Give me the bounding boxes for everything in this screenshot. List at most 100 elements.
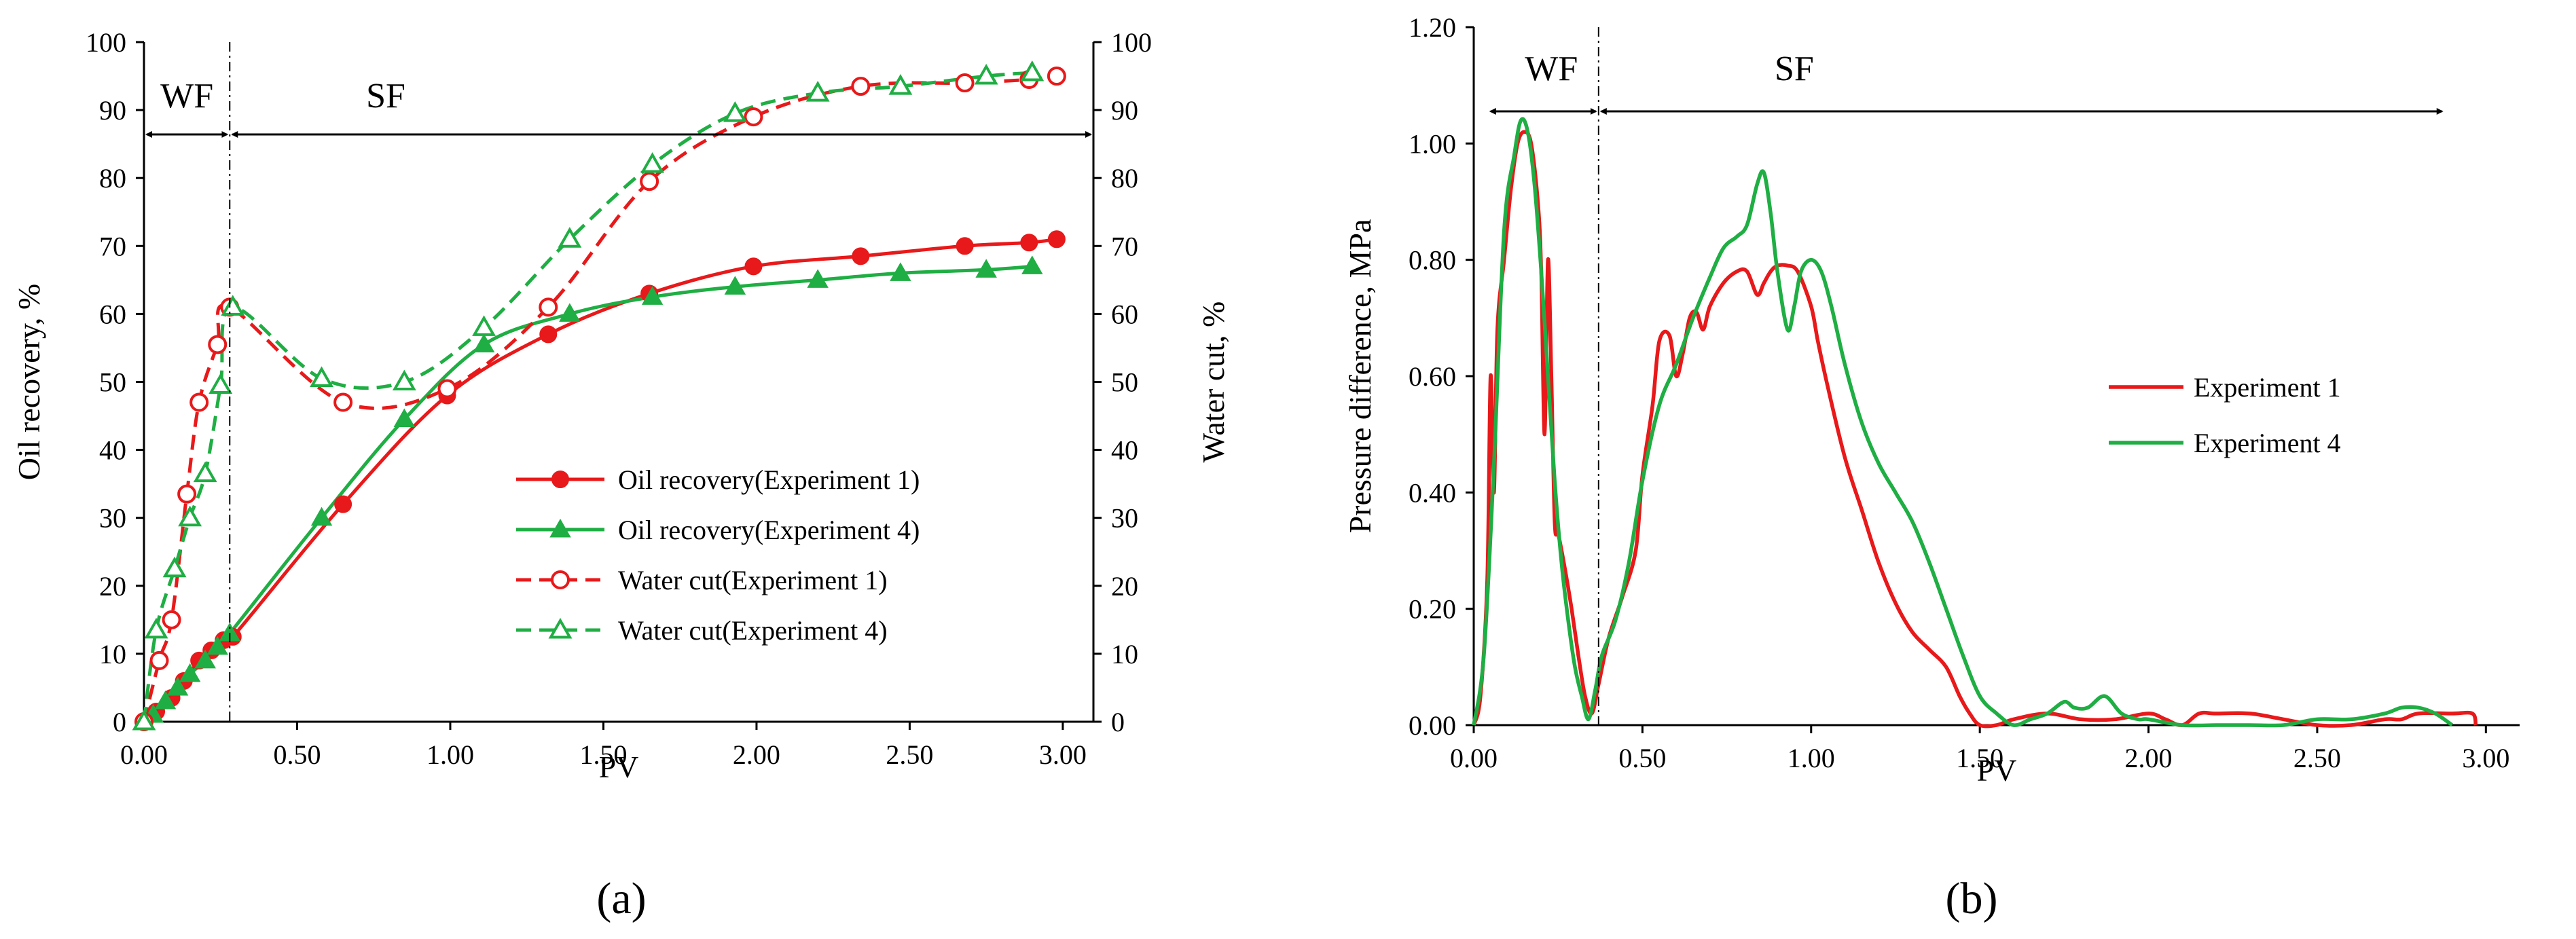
- chart-a-series-lines: [142, 71, 1057, 724]
- data-point-series-3: [162, 610, 181, 629]
- data-point-series-4: [805, 81, 830, 102]
- data-point-series-4: [558, 227, 582, 248]
- data-point-series-4: [974, 64, 998, 85]
- y-tick-label: 60: [99, 299, 126, 329]
- data-point-series-4: [132, 709, 156, 731]
- data-point-series-3: [177, 484, 197, 504]
- data-point-series-4: [193, 461, 217, 483]
- legend-marker-3: [551, 570, 570, 589]
- y-tick-label: 0: [113, 707, 126, 737]
- data-point-series-4: [723, 101, 747, 122]
- legend-marker-1: [551, 471, 569, 488]
- y-tick-label: 70: [99, 231, 126, 261]
- data-point-series-1: [1047, 230, 1066, 248]
- legend-marker-2: [549, 518, 571, 538]
- y2-tick-label: 50: [1111, 367, 1138, 398]
- y-tick-label: 50: [99, 367, 126, 398]
- y2-tick-label: 90: [1111, 95, 1138, 126]
- y2-tick-label: 60: [1111, 299, 1138, 329]
- y-tick-label: 0.80: [1409, 245, 1456, 276]
- data-point-series-2: [166, 676, 189, 696]
- data-point-series-4: [310, 366, 334, 387]
- data-point-series-3: [1047, 67, 1066, 86]
- data-point-series-2: [194, 649, 216, 669]
- y2-tick-label: 30: [1111, 503, 1138, 534]
- data-point-series-1: [334, 495, 352, 513]
- y2-tick-label: 10: [1111, 639, 1138, 669]
- y-tick-label: 40: [99, 435, 126, 466]
- data-point-series-1: [744, 257, 763, 276]
- chart-b: 0.00 0.50 1.00 1.50 2.00 2.50 3.00 0.00 0.20 0.40…: [1343, 12, 2520, 923]
- data-point-series-3: [149, 650, 169, 670]
- y-tick-label: 0.00: [1409, 710, 1456, 741]
- y-tick-label: 1.20: [1409, 12, 1456, 43]
- y-tick-label: 30: [99, 503, 126, 534]
- data-point-series-3: [539, 297, 558, 317]
- y-tick-label: 80: [99, 163, 126, 194]
- x-tick-label: 1.00: [427, 739, 474, 770]
- x-tick-label: 3.00: [2462, 743, 2509, 773]
- data-point-series-2: [473, 333, 495, 352]
- data-point-series-4: [1020, 60, 1045, 81]
- data-point-series-3: [851, 77, 871, 96]
- x-tick-label: 2.00: [2125, 743, 2173, 773]
- sf-label: SF: [1775, 50, 1814, 88]
- x-axis-title: PV: [1977, 753, 2017, 788]
- x-tick-label: 0.50: [1618, 743, 1666, 773]
- data-point-series-4: [208, 373, 233, 394]
- data-point-series-2: [179, 663, 201, 682]
- data-point-series-2: [641, 286, 664, 305]
- x-tick-label: 1.50: [579, 739, 627, 770]
- y-tick-label: 0.20: [1409, 594, 1456, 625]
- x-tick-label: 0.50: [273, 739, 321, 770]
- wf-label: WF: [160, 77, 213, 115]
- x-tick-label: 0.00: [120, 739, 168, 770]
- y2-axis-title: Water cut, %: [1196, 301, 1231, 463]
- data-point-series-3: [437, 379, 457, 399]
- data-point-series-4: [221, 295, 245, 316]
- data-point-series-3: [208, 335, 228, 354]
- data-point-series-2: [1021, 255, 1043, 274]
- y-tick-label: 90: [99, 95, 126, 126]
- chart-a-markers: [132, 60, 1066, 731]
- chart-b-legend: Experiment 1 Experiment 4: [2109, 372, 2341, 458]
- data-point-series-1: [956, 237, 974, 255]
- data-point-series-4: [472, 315, 496, 336]
- y-axis-title: Oil recovery, %: [12, 284, 46, 481]
- legend-label-1: Experiment 1: [2194, 372, 2341, 403]
- y-tick-label: 0.40: [1409, 477, 1456, 508]
- data-point-series-4: [888, 74, 913, 95]
- x-axis-title: PV: [599, 750, 639, 784]
- legend-label-3: Water cut(Experiment 1): [618, 565, 888, 595]
- data-point-series-2: [890, 262, 911, 281]
- legend-label-1: Oil recovery(Experiment 1): [618, 464, 920, 495]
- data-point-series-2: [393, 408, 416, 428]
- y2-tick-label: 80: [1111, 163, 1138, 194]
- data-point-series-4: [178, 505, 202, 527]
- series-line-4: [142, 71, 1032, 722]
- data-point-series-3: [955, 73, 975, 93]
- data-point-series-4: [392, 369, 416, 390]
- y-tick-label: 10: [99, 639, 126, 669]
- sf-label: SF: [366, 77, 405, 115]
- data-point-series-4: [144, 617, 168, 639]
- data-point-series-1: [1020, 234, 1038, 252]
- y2-tick-label: 40: [1111, 435, 1138, 466]
- data-point-series-2: [807, 269, 829, 288]
- legend-marker-4: [548, 617, 573, 639]
- chart-a-legend: Oil recovery(Experiment 1) Oil recovery(E…: [516, 464, 920, 646]
- data-point-series-2: [206, 636, 228, 655]
- data-point-series-2: [975, 259, 997, 278]
- x-tick-label: 1.50: [1956, 743, 2003, 773]
- chart-b-series-lines: [1472, 117, 2478, 729]
- chart-a-axes: 0.00 0.50 1.00 1.50 2.00 2.50 3.00 0 10 20 30 40 50 6…: [12, 27, 1231, 923]
- chart-b-axes: 0.00 0.50 1.00 1.50 2.00 2.50 3.00 0.00 0.20 0.40…: [1343, 12, 2520, 923]
- x-tick-label: 2.50: [886, 739, 933, 770]
- x-tick-label: 0.00: [1450, 743, 1498, 773]
- series-line-3: [142, 74, 1057, 722]
- data-point-series-3: [333, 392, 353, 412]
- y-tick-label: 0.60: [1409, 361, 1456, 392]
- y2-tick-label: 100: [1111, 27, 1152, 58]
- series-line-2: [1472, 117, 2454, 728]
